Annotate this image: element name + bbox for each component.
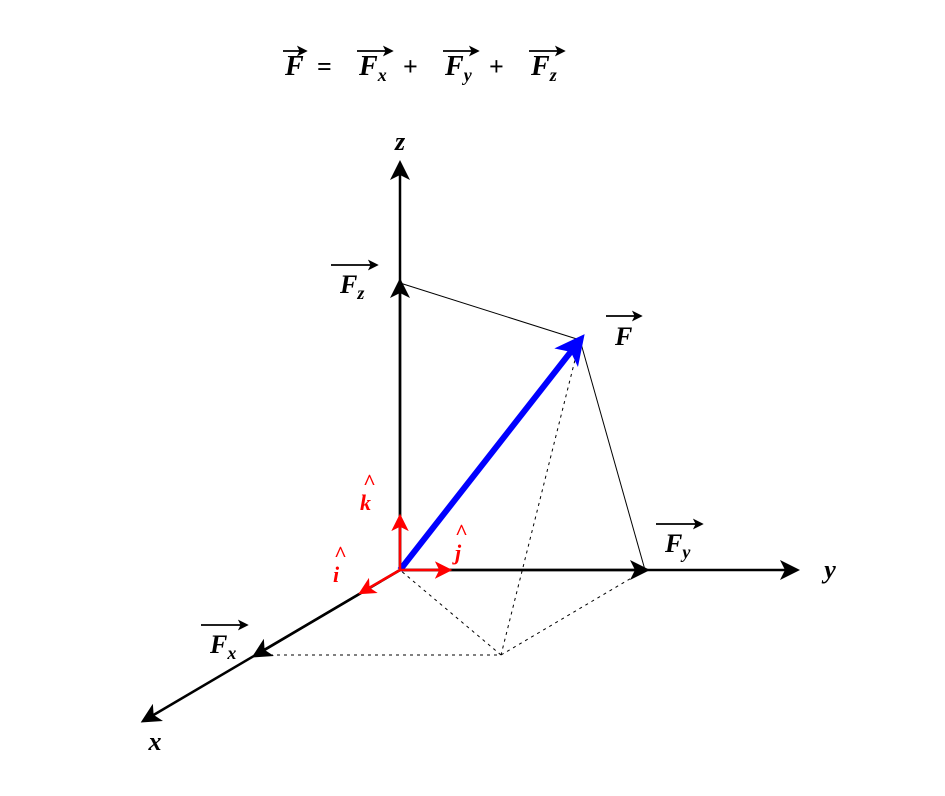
labels: xyzi^j^k^FxFyFzF [148,127,837,756]
force-vector [400,340,580,570]
svg-text:+: + [489,52,504,81]
svg-text:F: F [284,51,304,82]
svg-text:^: ^ [334,541,347,566]
svg-text:Fx: Fx [209,630,236,663]
svg-text:Fy: Fy [444,51,473,85]
svg-text:^: ^ [363,469,376,494]
svg-text:^: ^ [455,519,468,544]
svg-text:Fz: Fz [530,51,557,85]
svg-text:Fx: Fx [358,51,387,85]
svg-text:Fy: Fy [664,529,691,562]
svg-text:x: x [148,727,162,756]
svg-text:y: y [821,555,836,584]
svg-text:+: + [403,52,418,81]
svg-text:=: = [317,52,332,81]
equation: F = Fx + Fy + Fz [283,51,563,85]
vector-diagram: xyzi^j^k^FxFyFzF F=Fx+Fy+Fz [0,0,945,796]
component-vectors [256,283,645,655]
construction-lines [256,283,645,655]
svg-text:F: F [614,322,632,351]
svg-text:z: z [394,127,406,156]
axes [145,165,795,720]
svg-text:Fz: Fz [339,270,364,303]
